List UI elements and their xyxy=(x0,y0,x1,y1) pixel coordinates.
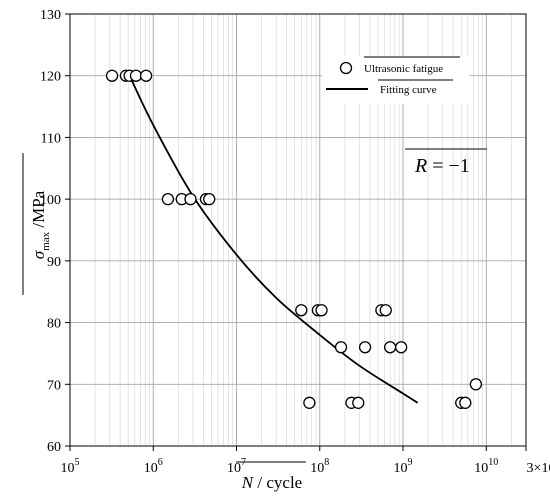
data-point xyxy=(161,192,175,206)
data-point xyxy=(295,304,308,317)
legend: Ultrasonic fatigue Fitting curve xyxy=(322,56,469,104)
x-tick-label: 105 xyxy=(61,457,80,476)
r-ratio-annotation: R = −1 xyxy=(405,148,487,177)
x-axis-label: N / cycle xyxy=(236,461,306,492)
y-tick-labels: 60 70 80 90 100 110 120 130 xyxy=(40,8,61,455)
y-axis-label: σmax /MPa xyxy=(22,153,52,295)
fitting-curve-layer xyxy=(127,72,419,404)
legend-label-ultrasonic: Ultrasonic fatigue xyxy=(364,63,443,75)
legend-marker-circle xyxy=(339,61,353,75)
data-point xyxy=(358,341,372,354)
r-ratio-value: = −1 xyxy=(427,155,470,177)
x-tick-label: 108 xyxy=(310,457,329,476)
y-tick-label: 120 xyxy=(40,70,61,85)
y-axis-label-subscript: max xyxy=(40,231,52,250)
grid xyxy=(70,14,526,446)
x-axis-label-unit: / cycle xyxy=(253,473,302,492)
data-point xyxy=(105,69,119,82)
y-tick-label: 130 xyxy=(40,8,61,23)
x-tick-labels: 10510610710810910103×1010 xyxy=(61,457,550,476)
y-tick-label: 60 xyxy=(47,440,61,455)
data-point xyxy=(469,378,483,391)
x-axis-label-n: N xyxy=(241,473,255,492)
data-point xyxy=(129,69,143,82)
data-point xyxy=(383,341,397,354)
data-point xyxy=(184,192,197,206)
data-point xyxy=(139,69,153,82)
y-tick-label: 110 xyxy=(41,131,61,146)
y-tick-label: 80 xyxy=(47,317,61,332)
data-point xyxy=(395,341,408,354)
svg-text:R = −1: R = −1 xyxy=(414,155,470,177)
fitting-curve xyxy=(127,72,419,404)
scatter-points-layer xyxy=(105,69,483,409)
y-tick-label: 100 xyxy=(40,193,61,208)
svg-text:σmax /MPa: σmax /MPa xyxy=(29,190,52,259)
x-tick-label: 106 xyxy=(144,457,163,476)
y-tick-label: 70 xyxy=(47,378,61,393)
data-point xyxy=(379,304,392,317)
data-point xyxy=(352,396,365,409)
x-tick-label: 3×1010 xyxy=(527,457,550,476)
x-tick-label: 1010 xyxy=(474,457,498,476)
svg-text:N / cycle: N / cycle xyxy=(241,473,302,492)
r-ratio-symbol: R xyxy=(414,155,427,177)
legend-label-fitting: Fitting curve xyxy=(380,84,437,96)
data-point xyxy=(315,304,328,317)
plot-frame xyxy=(69,13,527,447)
y-tick-label: 90 xyxy=(47,255,61,270)
tick-marks xyxy=(65,13,527,451)
data-point xyxy=(303,396,316,409)
y-axis-label-unit: /MPa xyxy=(29,190,48,232)
data-point xyxy=(334,341,348,354)
y-axis-label-sigma: σ xyxy=(29,250,48,259)
x-tick-label: 109 xyxy=(394,457,413,476)
data-point xyxy=(459,396,472,409)
data-point xyxy=(203,192,216,206)
